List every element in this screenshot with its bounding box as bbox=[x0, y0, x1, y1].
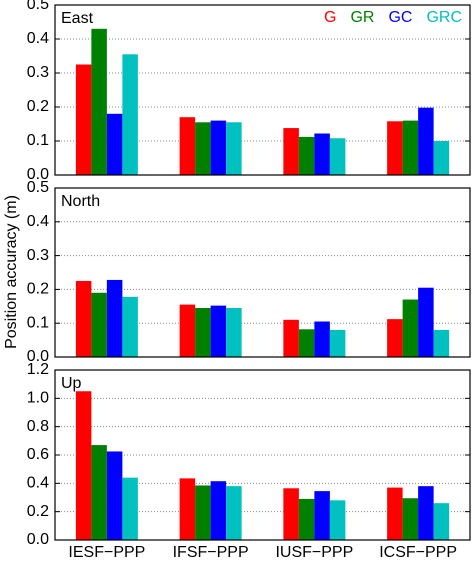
bar bbox=[418, 287, 434, 357]
bar bbox=[314, 133, 330, 175]
y-tick-label: 0.4 bbox=[27, 475, 49, 492]
y-tick-label: 0.0 bbox=[27, 348, 49, 365]
bar bbox=[283, 319, 299, 357]
bar bbox=[433, 141, 450, 175]
bar bbox=[179, 478, 196, 540]
bar bbox=[122, 477, 138, 540]
y-tick-label: 0.3 bbox=[27, 247, 49, 264]
bar bbox=[226, 307, 242, 357]
bar bbox=[210, 481, 227, 540]
y-tick-label: 0.0 bbox=[27, 531, 49, 548]
y-tick-label: 1.0 bbox=[27, 390, 49, 407]
bar bbox=[179, 304, 196, 357]
y-tick-label: 0.5 bbox=[27, 179, 49, 196]
bar bbox=[387, 487, 403, 540]
bar bbox=[75, 280, 92, 357]
x-tick-label: IFSF−PPP bbox=[173, 544, 249, 561]
bar bbox=[122, 54, 138, 175]
bar bbox=[298, 498, 315, 540]
bar bbox=[122, 296, 138, 357]
plot-frame bbox=[54, 369, 471, 541]
x-tick-label: IUSF−PPP bbox=[275, 544, 353, 561]
y-tick-label: 1.2 bbox=[27, 361, 49, 378]
bar bbox=[387, 319, 403, 357]
x-tick-label: IESF−PPP bbox=[68, 544, 145, 561]
bar bbox=[91, 445, 107, 540]
y-tick-label: 0.2 bbox=[27, 98, 49, 115]
bar bbox=[298, 136, 315, 175]
bar bbox=[283, 128, 299, 175]
y-tick-label: 0.2 bbox=[27, 281, 49, 298]
bar bbox=[402, 120, 419, 175]
bar bbox=[402, 299, 419, 357]
bar bbox=[106, 113, 123, 175]
bar bbox=[195, 122, 211, 175]
bar bbox=[433, 503, 450, 540]
plot-frame bbox=[54, 4, 471, 176]
legend-entry: GRC bbox=[426, 9, 462, 26]
y-tick-label: 0.5 bbox=[27, 0, 49, 13]
panel-title: East bbox=[61, 10, 94, 27]
bar bbox=[329, 138, 346, 175]
y-tick-label: 0.1 bbox=[27, 132, 49, 149]
bar bbox=[226, 122, 242, 175]
bar bbox=[195, 307, 211, 357]
bar bbox=[418, 486, 434, 540]
bar bbox=[387, 121, 403, 175]
panel-title: Up bbox=[61, 375, 82, 392]
y-tick-label: 0.6 bbox=[27, 446, 49, 463]
bar bbox=[195, 485, 211, 540]
bar bbox=[283, 488, 299, 540]
bar bbox=[433, 329, 450, 357]
x-tick-label: ICSF−PPP bbox=[379, 544, 457, 561]
y-tick-label: 0.3 bbox=[27, 64, 49, 81]
bar bbox=[329, 500, 346, 540]
bar bbox=[75, 391, 92, 540]
y-tick-label: 0.4 bbox=[27, 30, 49, 47]
bar bbox=[210, 305, 227, 357]
bar bbox=[75, 64, 92, 175]
legend-entry: GR bbox=[350, 9, 374, 26]
plot-frame bbox=[54, 187, 471, 358]
bar bbox=[91, 292, 107, 357]
bar bbox=[402, 498, 419, 540]
bar bbox=[314, 321, 330, 357]
y-tick-label: 0.2 bbox=[27, 503, 49, 520]
bar bbox=[106, 279, 123, 357]
y-tick-label: 0.1 bbox=[27, 314, 49, 331]
y-axis-label: Position accuracy (m) bbox=[3, 195, 20, 349]
bar bbox=[179, 117, 196, 175]
bar bbox=[210, 120, 227, 175]
y-tick-label: 0.4 bbox=[27, 213, 49, 230]
legend-entry: G bbox=[324, 9, 336, 26]
bar bbox=[91, 28, 107, 175]
bar bbox=[314, 491, 330, 540]
y-tick-label: 0.0 bbox=[27, 166, 49, 183]
y-tick-label: 0.8 bbox=[27, 418, 49, 435]
legend-entry: GC bbox=[388, 9, 412, 26]
panel-title: North bbox=[61, 193, 100, 210]
bar bbox=[418, 107, 434, 175]
bar bbox=[226, 486, 242, 540]
bar bbox=[298, 329, 315, 357]
bar bbox=[106, 451, 123, 540]
bar bbox=[329, 329, 346, 357]
